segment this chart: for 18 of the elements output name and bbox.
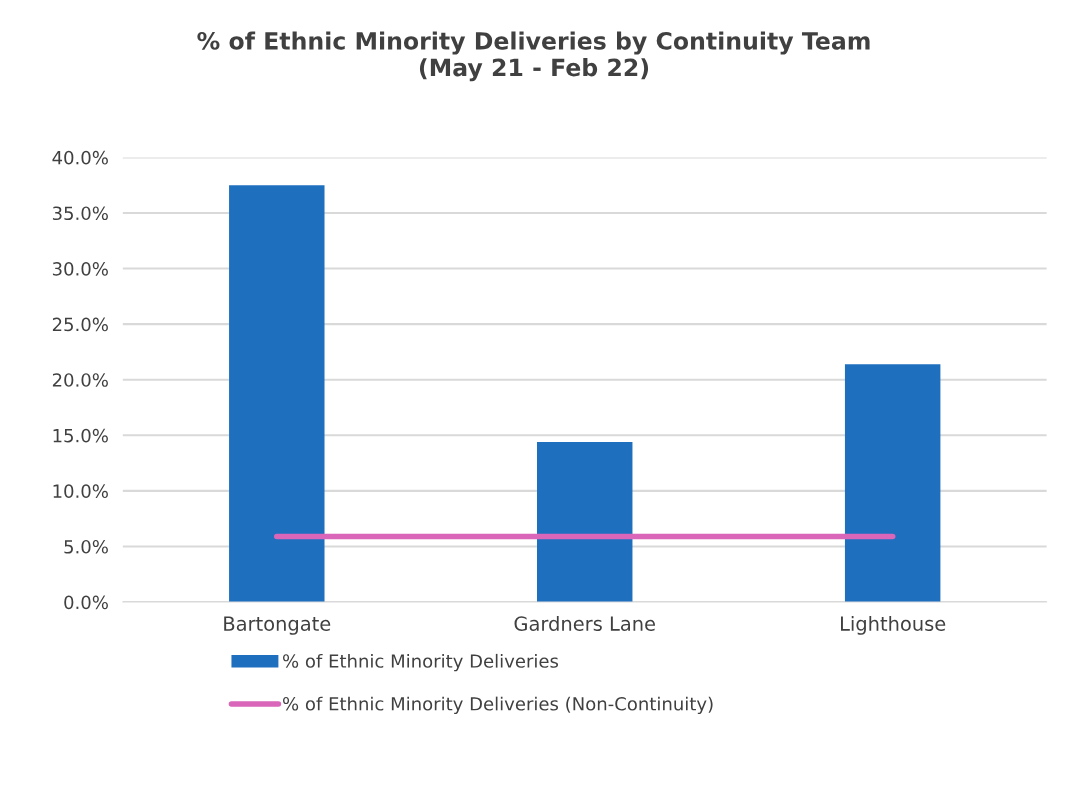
y-tick-label: 0.0% <box>64 595 108 610</box>
y-tick-label: 10.0% <box>53 484 108 499</box>
x-tick-label: Lighthouse <box>841 615 946 635</box>
x-tick-label: Gardners Lane <box>514 615 655 631</box>
y-tick-label: 25.0% <box>52 317 108 332</box>
legend-label: % of Ethnic Minority Deliveries (Non-Continuity) <box>283 696 713 715</box>
chart-title: % of Ethnic Minority Deliveries by Continuity Team (May 21 - Feb 22) <box>197 31 870 82</box>
y-tick-label: 20.0% <box>52 373 108 387</box>
y-tick-label: 40.0% <box>52 150 108 165</box>
x-tick-label: Bartongate <box>224 616 331 635</box>
y-tick-label: 15.0% <box>53 428 108 443</box>
y-tick-label: 5.0% <box>64 539 108 554</box>
bar <box>844 364 941 603</box>
bar <box>229 185 325 603</box>
legend-label: % of Ethnic Minority Deliveries <box>283 653 559 672</box>
y-tick-label: 35.0% <box>52 206 108 221</box>
bar <box>537 441 633 603</box>
y-tick-label: 30.0% <box>52 262 108 276</box>
